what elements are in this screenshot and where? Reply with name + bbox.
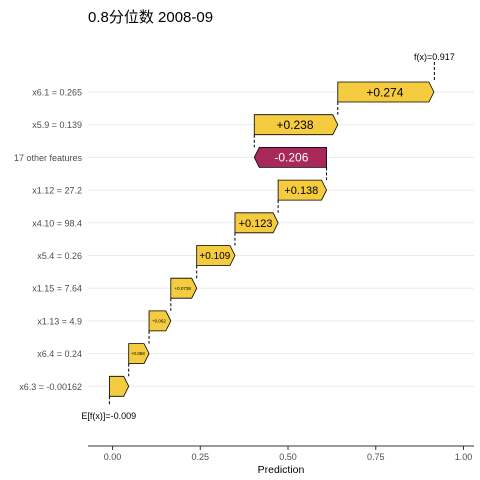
x-axis: 0.00 0.25 0.50 0.75 1.00 Prediction — [88, 445, 474, 476]
bar-value-label: +0.109 — [199, 251, 230, 262]
contribution-bar — [148, 310, 172, 332]
contribution-bar — [253, 114, 339, 136]
contribution-bars: +0.274 +0.238 -0.206 +0.138 +0.123 +0.109 +0.0… — [108, 62, 435, 406]
contribution-bar — [277, 179, 327, 201]
feature-label: x1.13 = 4.9 — [37, 316, 82, 326]
feature-label: x1.12 = 27.2 — [32, 186, 82, 196]
x-tick-label: 1.00 — [455, 452, 473, 462]
bar-value-label: +0.058 — [131, 351, 145, 356]
feature-label: 17 other features — [14, 153, 83, 163]
feature-label: x5.4 = 0.26 — [37, 251, 82, 261]
bar-value-label: +0.062 — [152, 319, 166, 324]
x-tick-label: 0.75 — [367, 452, 385, 462]
bar-value-label: +0.238 — [276, 118, 313, 132]
bar-value-label: +0.274 — [366, 85, 403, 99]
base-value-label: E[f(x)]=-0.009 — [81, 411, 136, 421]
final-value-label: f(x)=0.917 — [414, 52, 455, 62]
feature-label: x1.15 = 7.64 — [32, 284, 82, 294]
grid-lines — [88, 91, 474, 387]
bar-value-label: +0.138 — [284, 185, 318, 197]
contribution-bar — [337, 81, 435, 103]
x-tick-label: 0.25 — [192, 452, 210, 462]
feature-label: x6.4 = 0.24 — [37, 349, 82, 359]
contribution-bar — [234, 212, 279, 234]
feature-labels: x6.1 = 0.265 x5.9 = 0.139 17 other feature… — [14, 52, 455, 421]
bar-value-label: +0.0738 — [175, 286, 192, 291]
feature-label: x4.10 = 98.4 — [32, 218, 82, 228]
x-tick-label: 0.50 — [279, 452, 297, 462]
contribution-bar — [196, 245, 236, 266]
bar-value-label: +0.123 — [239, 218, 273, 230]
contribution-bar — [253, 147, 327, 168]
contribution-bar — [109, 375, 130, 397]
x-tick-label: 0.00 — [104, 452, 122, 462]
chart-title: 0.8分位数 2008-09 — [88, 9, 214, 26]
feature-label: x6.3 = -0.00162 — [19, 382, 82, 392]
contribution-bar — [170, 277, 198, 299]
contribution-bar — [128, 343, 150, 364]
feature-label: x6.1 = 0.265 — [32, 88, 82, 98]
x-axis-title: Prediction — [258, 464, 305, 476]
feature-label: x5.9 = 0.139 — [32, 120, 82, 130]
bar-value-label: -0.206 — [274, 151, 308, 165]
